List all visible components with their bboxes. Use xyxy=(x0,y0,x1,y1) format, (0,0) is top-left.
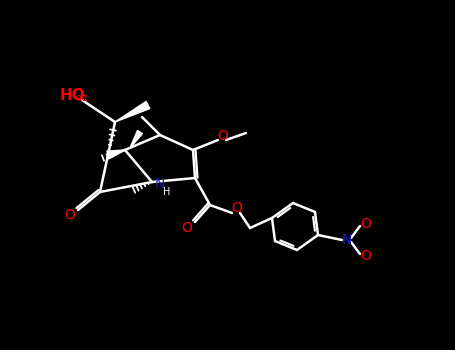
Text: N: N xyxy=(342,233,352,247)
Text: HO: HO xyxy=(60,88,86,103)
Polygon shape xyxy=(107,150,125,159)
Text: O: O xyxy=(360,249,371,263)
Text: N: N xyxy=(155,177,165,191)
Text: O: O xyxy=(182,221,192,235)
Text: O: O xyxy=(217,129,228,143)
Polygon shape xyxy=(115,102,150,122)
Polygon shape xyxy=(130,131,142,148)
Text: O: O xyxy=(232,201,243,215)
Text: H: H xyxy=(163,187,171,197)
Text: O: O xyxy=(360,217,371,231)
Text: O: O xyxy=(65,208,76,222)
Text: αα: αα xyxy=(76,93,88,103)
